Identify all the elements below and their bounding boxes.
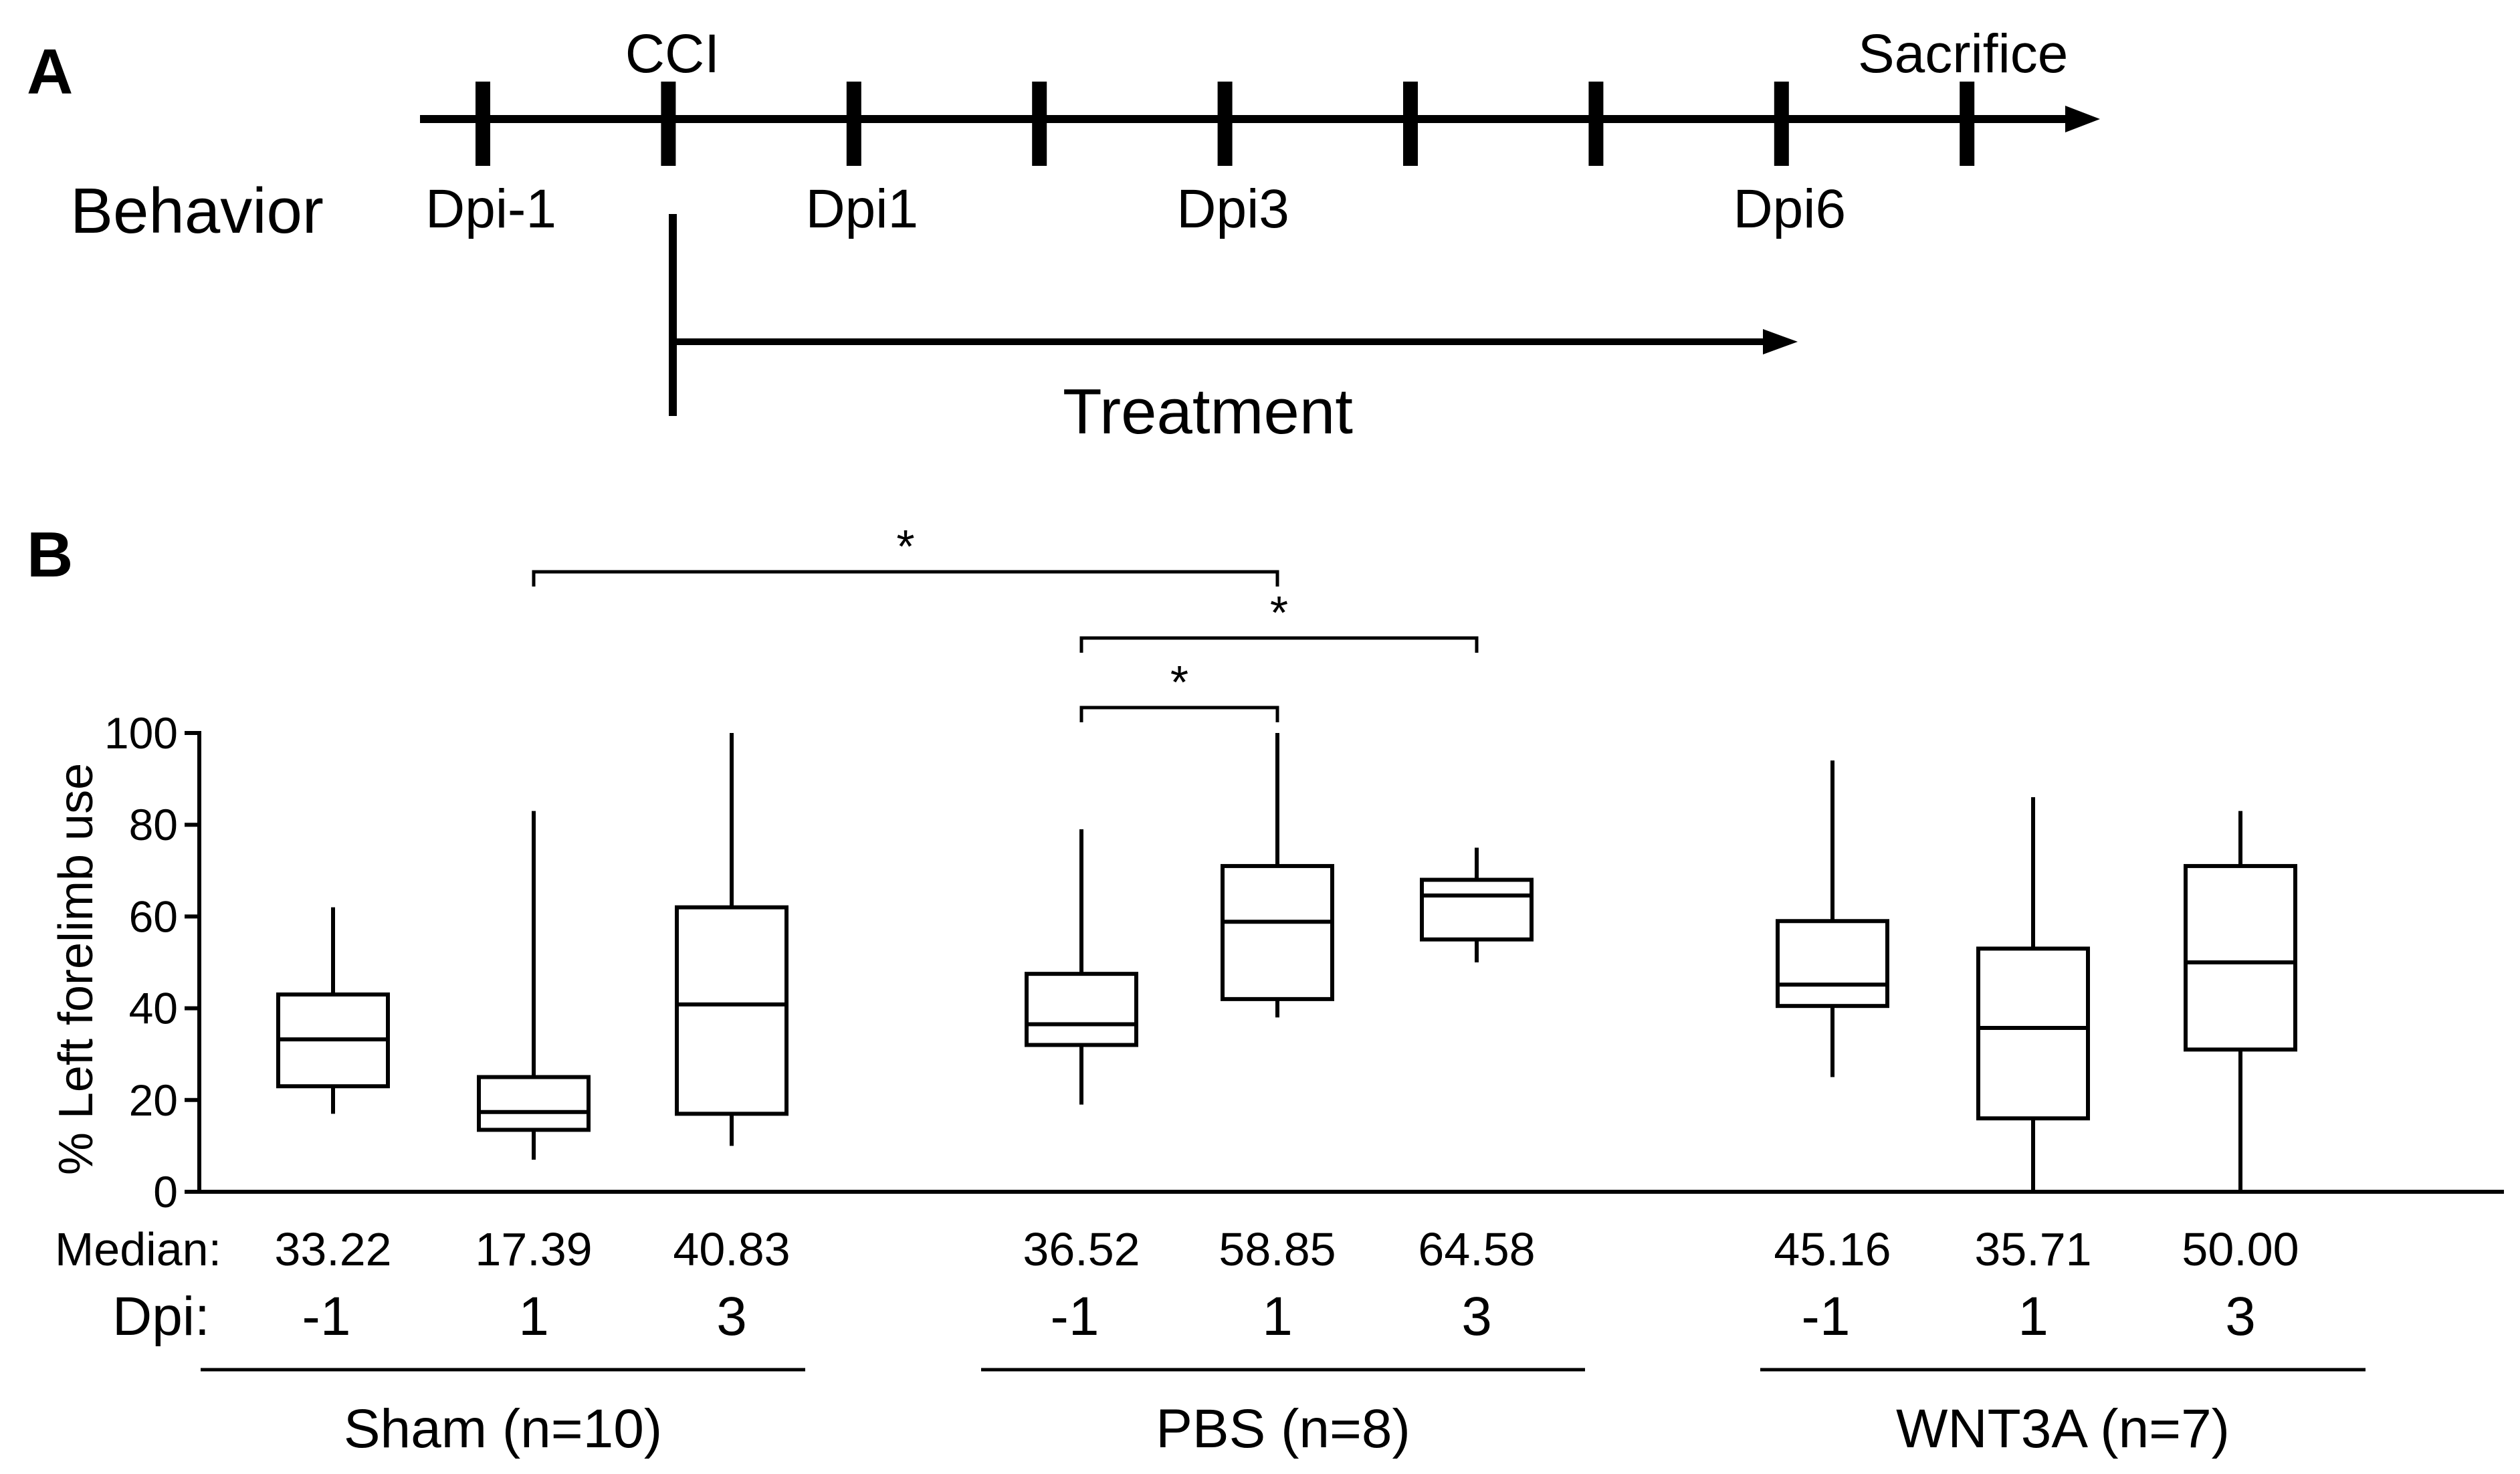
y-tick-label: 100 [104,708,178,758]
box-iqr [2184,863,2297,1052]
median-value: 45.16 [1774,1223,1891,1275]
timeline-bottom-label: Dpi1 [805,179,918,239]
dpi-value: -1 [1802,1286,1851,1347]
significance-star: * [1170,656,1188,708]
box-plot [477,811,591,1160]
timeline-tick [1960,82,1975,166]
timeline-top-label: CCI [625,23,720,84]
significance-bracket [1079,706,1279,722]
y-tick-label: 20 [129,1075,178,1125]
panel-b-label: B [27,519,73,591]
timeline-tick [476,82,490,166]
box-plots [276,733,2297,1192]
timeline-tick [1403,82,1418,166]
significance-brackets: * * * [532,520,1479,722]
dpi-value: 1 [1262,1286,1293,1347]
treatment-label: Treatment [1063,376,1353,447]
median-value: 36.52 [1023,1223,1140,1275]
row-values: 33.22 -1 17.39 1 40.83 3 36.52 -1 58.85 1 64.58 3 45… [274,1223,2299,1347]
dpi-value: 1 [518,1286,549,1347]
box-iqr [1025,972,1138,1047]
timeline-ticks [476,82,1975,166]
box-iqr [1221,863,1334,1001]
timeline-tick [1774,82,1789,166]
y-tick-label: 40 [129,984,178,1033]
box-iqr [1776,919,1889,1009]
significance-bracket [532,570,1279,587]
group-label: WNT3A (n=7) [1896,1398,2230,1459]
dpi-value: 3 [2225,1286,2256,1347]
timeline-tick [1032,82,1047,166]
timeline-top-label: Sacrifice [1858,23,2068,84]
timeline-tick [846,82,861,166]
timeline-bottom-label: Dpi-1 [425,179,556,239]
box-plot [1025,829,1138,1105]
median-value: 35.71 [1974,1223,2091,1275]
median-value: 50.00 [2182,1223,2299,1275]
y-axis-ticks: 0 20 40 60 80 100 [104,708,199,1217]
panel-a-label: A [27,36,73,108]
median-value: 33.22 [274,1223,391,1275]
significance-star: * [896,520,914,572]
box-plot [1976,797,2090,1192]
group-label: PBS (n=8) [1156,1398,1410,1459]
box-plot [276,907,390,1114]
dpi-row-label: Dpi: [112,1286,210,1347]
dpi-value: -1 [302,1286,351,1347]
timeline-bottom-label: Dpi6 [1733,179,1846,239]
timeline-tick [1588,82,1604,166]
median-value: 64.58 [1418,1223,1535,1275]
timeline-top-labels: CCI Sacrifice [625,23,2069,84]
panel-b-boxplot: B % Left forelimb use 0 20 40 60 80 100 * * * M… [27,519,2504,1459]
timeline-bottom-labels: Dpi-1 Dpi1 Dpi3 Dpi6 [425,179,1846,239]
y-axis-title: % Left forelimb use [49,763,103,1175]
y-tick-label: 80 [129,800,178,849]
treatment-arrowhead [1763,329,1798,354]
box-iqr [1420,877,1534,942]
box-plot [675,733,789,1146]
dpi-value: 3 [716,1286,747,1347]
dpi-value: 1 [2018,1286,2049,1347]
panel-a-timeline: A Behavior CCI Sacrifice Dpi-1 Dpi1 Dpi3 Dpi… [27,23,2100,447]
significance-star: * [1270,587,1288,639]
median-value: 58.85 [1219,1223,1336,1275]
behavior-label: Behavior [70,175,324,247]
timeline-arrowhead [2065,106,2100,132]
dpi-value: -1 [1051,1286,1099,1347]
timeline-bottom-label: Dpi3 [1176,179,1289,239]
group-label: Sham (n=10) [344,1398,662,1459]
box-plot [1221,733,1334,1018]
y-tick-label: 60 [129,891,178,941]
significance-bracket [1079,636,1479,653]
timeline-tick [661,82,676,166]
box-plot [2184,811,2297,1192]
y-tick-label: 0 [153,1167,178,1217]
median-value: 17.39 [475,1223,592,1275]
median-value: 40.83 [673,1223,790,1275]
group-labels: Sham (n=10) PBS (n=8) WNT3A (n=7) [201,1368,2366,1459]
dpi-value: 3 [1461,1286,1492,1347]
box-iqr [1976,946,2090,1121]
box-plot [1420,847,1534,962]
timeline-tick [1217,82,1233,166]
box-iqr [477,1075,591,1132]
median-row-label: Median: [55,1223,221,1275]
box-iqr [675,905,789,1116]
box-plot [1776,760,1889,1077]
